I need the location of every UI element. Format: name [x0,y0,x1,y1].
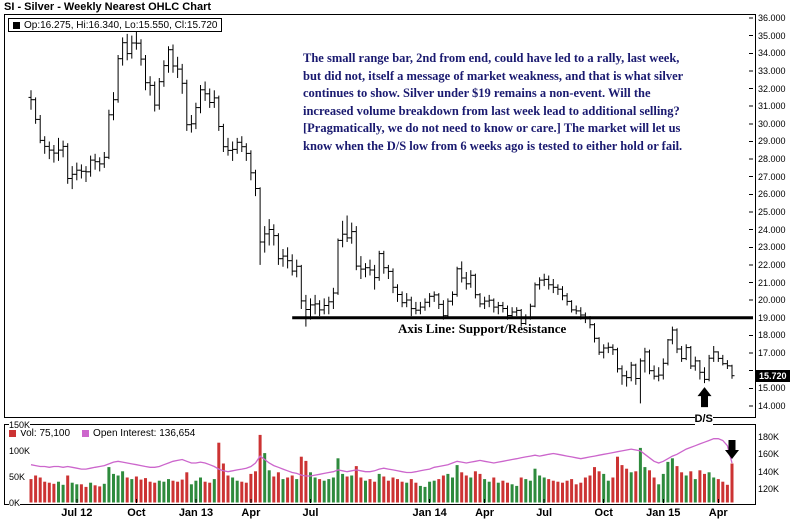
volume-legend-text: Vol: 75,100 [20,428,71,439]
x-axis-label: Oct [594,507,613,519]
x-axis-label: Apr [241,507,261,519]
ohlc-legend-text: Op:16.275, Hi:16.340, Lo:15.550, Cl:15.7… [24,19,218,31]
x-axis-label: Jul [536,507,553,519]
price-axis-label: 21.000 [758,277,786,288]
price-axis-label: 18.000 [758,330,786,341]
x-axis-label: Jan 13 [178,507,214,519]
price-axis-label: 15.000 [758,383,786,394]
ohlc-legend: Op:16.275, Hi:16.340, Lo:15.550, Cl:15.7… [8,18,223,32]
open-interest-line [30,438,733,477]
price-axis-label: 31.000 [758,101,786,112]
price-axis-label: 17.000 [758,348,786,359]
page-title: SI - Silver - Weekly Nearest OHLC Chart [4,1,212,13]
commentary-line: increased volume breakdown from last wee… [303,103,680,118]
price-axis-label: 36.000 [758,13,786,23]
price-axis-label: 20.000 [758,295,786,306]
price-axis-label: 33.000 [758,65,786,76]
price-axis-label: 27.000 [758,171,786,182]
price-axis-label: 19.000 [758,312,786,323]
price-axis-label: 25.000 [758,207,786,217]
volume-axis-label: 0K [9,497,21,508]
open-interest-axis-label: 140K [758,466,780,477]
price-axis-label: 23.000 [758,242,786,253]
volume-swatch-icon [9,430,16,437]
last-price-badge: 15.720 [756,369,790,382]
price-axis-label: 22.000 [758,259,786,270]
price-axis-label: 29.000 [758,136,786,147]
support-resistance-label: Axis Line: Support/Resistance [398,320,567,336]
price-panel [4,14,756,418]
x-axis-label: Jan 15 [646,507,681,519]
price-axis-label: 26.000 [758,189,786,200]
ds-up-arrow-icon [697,387,712,408]
commentary-line: but did not, itself a message of market … [303,68,684,83]
price-axis-label: 14.000 [758,401,786,411]
x-axis-label: Oct [127,507,146,519]
volume-chart-svg [29,434,739,503]
open-interest-axis-label: 120K [758,484,780,494]
price-axis-label: 34.000 [758,48,786,59]
open-interest-axis-label: 180K [758,432,780,442]
black-square-icon [13,21,20,29]
volume-axis-label: 50K [9,471,26,482]
open-interest-swatch-icon [82,430,90,437]
price-axis-label: 24.000 [758,224,786,235]
x-axis-label: Jul [302,507,319,519]
price-axis-label: 32.000 [758,83,786,94]
x-axis-label: Apr [475,507,495,519]
ds-label: D/S [694,413,713,425]
price-axis-label: 28.000 [758,154,786,165]
open-interest-axis-label: 160K [758,449,780,460]
price-chart-svg [28,17,753,408]
commentary-line: continues to show. Silver under $19 rema… [303,86,651,100]
price-axis-label: 30.000 [758,118,786,129]
open-interest-legend-text: Open Interest: 136,654 [93,428,196,439]
price-axis-label: 35.000 [758,30,786,41]
volume-axis-label: 150K [9,419,31,430]
commentary-line: The small range bar, 2nd from end, could… [303,51,680,65]
volume-legend: Vol: 75,100 Open Interest: 136,654 [7,428,198,439]
commentary-line: know when the D/S low from 6 weeks ago i… [303,138,683,153]
market-commentary: The small range bar, 2nd from end, could… [303,50,761,155]
x-axis-label: Jan 14 [412,507,447,519]
volume-down-arrow-icon [725,440,739,459]
x-axis-label: Jul 12 [61,507,93,519]
x-axis-label: Apr [708,507,728,519]
volume-axis-label: 100K [9,445,31,456]
commentary-line: [Pragmatically, we do not need to know o… [303,121,681,135]
